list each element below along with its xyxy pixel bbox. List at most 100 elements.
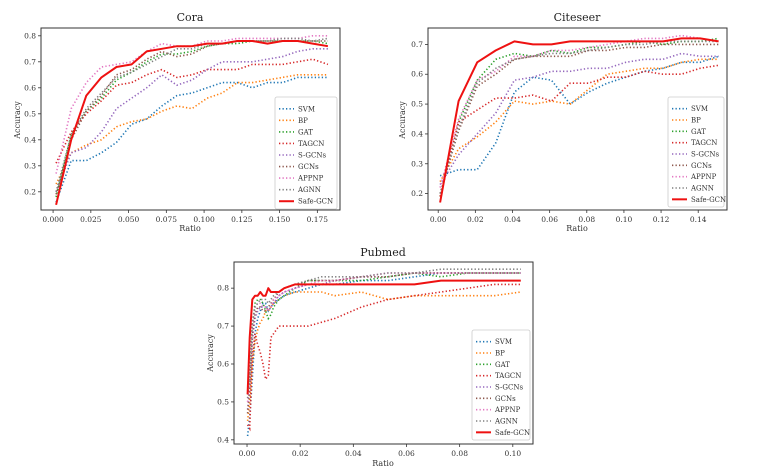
series-line-safe-gcn bbox=[246, 279, 521, 395]
legend-box bbox=[667, 96, 725, 208]
legend-label: APPNP bbox=[690, 173, 717, 181]
legend-label: AGNN bbox=[494, 418, 518, 426]
legend-label: SVM bbox=[691, 105, 708, 113]
legend-item: GAT bbox=[476, 361, 510, 369]
legend-label: AGNN bbox=[297, 186, 321, 194]
legend-item: BP bbox=[476, 350, 505, 358]
legend-label: Safe-GCN bbox=[691, 196, 726, 204]
y-tick-label: 0.6 bbox=[24, 83, 36, 92]
x-tick-label: 0.10 bbox=[504, 449, 521, 458]
legend-item: S-GCNs bbox=[476, 384, 523, 392]
legend-item: AGNN bbox=[672, 185, 714, 193]
y-tick-label: 0.7 bbox=[217, 322, 229, 331]
x-tick-label: 0.00 bbox=[430, 215, 447, 224]
x-axis-label: Ratio bbox=[566, 224, 588, 233]
legend-label: GAT bbox=[691, 128, 706, 136]
legend-label: BP bbox=[691, 117, 701, 125]
legend-item: AGNN bbox=[279, 186, 321, 194]
legend-item: S-GCNs bbox=[279, 152, 326, 160]
x-tick-label: 0.02 bbox=[292, 449, 309, 458]
x-tick-label: 0.06 bbox=[541, 215, 558, 224]
legend-label: APPNP bbox=[494, 406, 521, 414]
legend-label: TAGCN bbox=[298, 140, 324, 148]
y-tick-label: 0.5 bbox=[411, 100, 423, 109]
x-tick-label: 0.04 bbox=[345, 449, 362, 458]
series-line-appnp bbox=[439, 34, 719, 188]
legend-item: GCNs bbox=[672, 162, 712, 170]
y-tick-label: 0.2 bbox=[24, 187, 36, 196]
chart-cora: Cora Ratio Accuracy 0.000 0.025 0.050 0.075… bbox=[13, 11, 341, 233]
legend: SVM BP GAT TAGCN S-GCNs GCNs APPNP AGNN Safe-GCN bbox=[471, 329, 531, 441]
y-tick-label: 0.8 bbox=[24, 31, 36, 40]
chart-title: Cora bbox=[177, 11, 204, 24]
legend-box bbox=[274, 96, 338, 210]
series-line-gat bbox=[439, 37, 719, 197]
legend-item: TAGCN bbox=[476, 372, 521, 380]
legend-item: BP bbox=[279, 117, 308, 125]
series-line-s-gcns bbox=[55, 47, 328, 193]
y-tick-label: 0.5 bbox=[217, 397, 229, 406]
legend-label: S-GCNs bbox=[298, 152, 326, 160]
legend-item: GCNs bbox=[279, 163, 319, 171]
series-line-s-gcns bbox=[439, 52, 719, 186]
plot-frame bbox=[233, 261, 534, 445]
legend-label: AGNN bbox=[690, 185, 714, 193]
legend-label: GCNs bbox=[495, 395, 516, 403]
legend-label: GCNs bbox=[298, 163, 319, 171]
legend-box bbox=[471, 329, 531, 441]
legend: SVM BP GAT TAGCN S-GCNs GCNs APPNP AGNN Safe-GCN bbox=[667, 96, 726, 208]
plot-frame bbox=[40, 27, 341, 211]
legend-label: TAGCN bbox=[691, 139, 717, 147]
legend-item: S-GCNs bbox=[672, 151, 719, 159]
legend-item: TAGCN bbox=[672, 139, 717, 147]
x-tick-label: 0.14 bbox=[690, 215, 707, 224]
x-tick-label: 0.125 bbox=[231, 215, 253, 224]
series-line-gcns bbox=[246, 272, 521, 414]
legend-item: AGNN bbox=[476, 418, 518, 426]
legend-item: Safe-GCN bbox=[672, 196, 726, 204]
legend-label: TAGCN bbox=[495, 372, 521, 380]
legend-item: GAT bbox=[279, 128, 313, 136]
legend-item: APPNP bbox=[476, 406, 521, 414]
plot-frame bbox=[427, 27, 728, 211]
y-axis-label: Accuracy bbox=[206, 334, 215, 373]
legend-label: S-GCNs bbox=[495, 384, 523, 392]
legend-label: BP bbox=[298, 117, 308, 125]
chart-citeseer: Citeseer Ratio Accuracy 0.00 0.02 0.04 0.06… bbox=[398, 11, 728, 233]
series-line-safe-gcn bbox=[55, 40, 329, 206]
legend-label: GAT bbox=[298, 128, 313, 136]
series-line-agnn bbox=[55, 37, 329, 193]
x-tick-label: 0.075 bbox=[156, 215, 178, 224]
y-tick-label: 0.7 bbox=[411, 40, 423, 49]
x-tick-label: 0.06 bbox=[398, 449, 415, 458]
y-tick-label: 0.3 bbox=[24, 161, 36, 170]
y-tick-label: 0.2 bbox=[411, 189, 423, 198]
x-tick-label: 0.08 bbox=[578, 215, 595, 224]
legend-item: APPNP bbox=[672, 173, 717, 181]
y-axis-label: Accuracy bbox=[398, 101, 407, 140]
legend-item: APPNP bbox=[279, 175, 324, 183]
x-tick-label: 0.02 bbox=[467, 215, 484, 224]
y-tick-label: 0.8 bbox=[217, 284, 229, 293]
y-tick-label: 0.6 bbox=[217, 359, 229, 368]
y-tick-label: 0.7 bbox=[24, 57, 36, 66]
legend-item: Safe-GCN bbox=[476, 429, 530, 437]
x-tick-label: 0.12 bbox=[653, 215, 670, 224]
x-tick-label: 0.100 bbox=[193, 215, 215, 224]
legend-label: SVM bbox=[298, 105, 315, 113]
y-tick-label: 0.5 bbox=[24, 109, 36, 118]
series-line-s-gcns bbox=[246, 272, 521, 410]
series-line-gcns bbox=[439, 43, 719, 194]
y-tick-label: 0.6 bbox=[411, 70, 423, 79]
chart-title: Pubmed bbox=[360, 246, 406, 259]
x-tick-label: 0.150 bbox=[269, 215, 291, 224]
legend-item: GCNs bbox=[476, 395, 516, 403]
legend-item: Safe-GCN bbox=[279, 198, 333, 206]
chart-title: Citeseer bbox=[554, 11, 602, 24]
x-tick-label: 0.025 bbox=[80, 215, 102, 224]
series-lines bbox=[439, 34, 719, 203]
legend-item: SVM bbox=[279, 105, 315, 113]
series-line-tagcn bbox=[55, 58, 329, 164]
